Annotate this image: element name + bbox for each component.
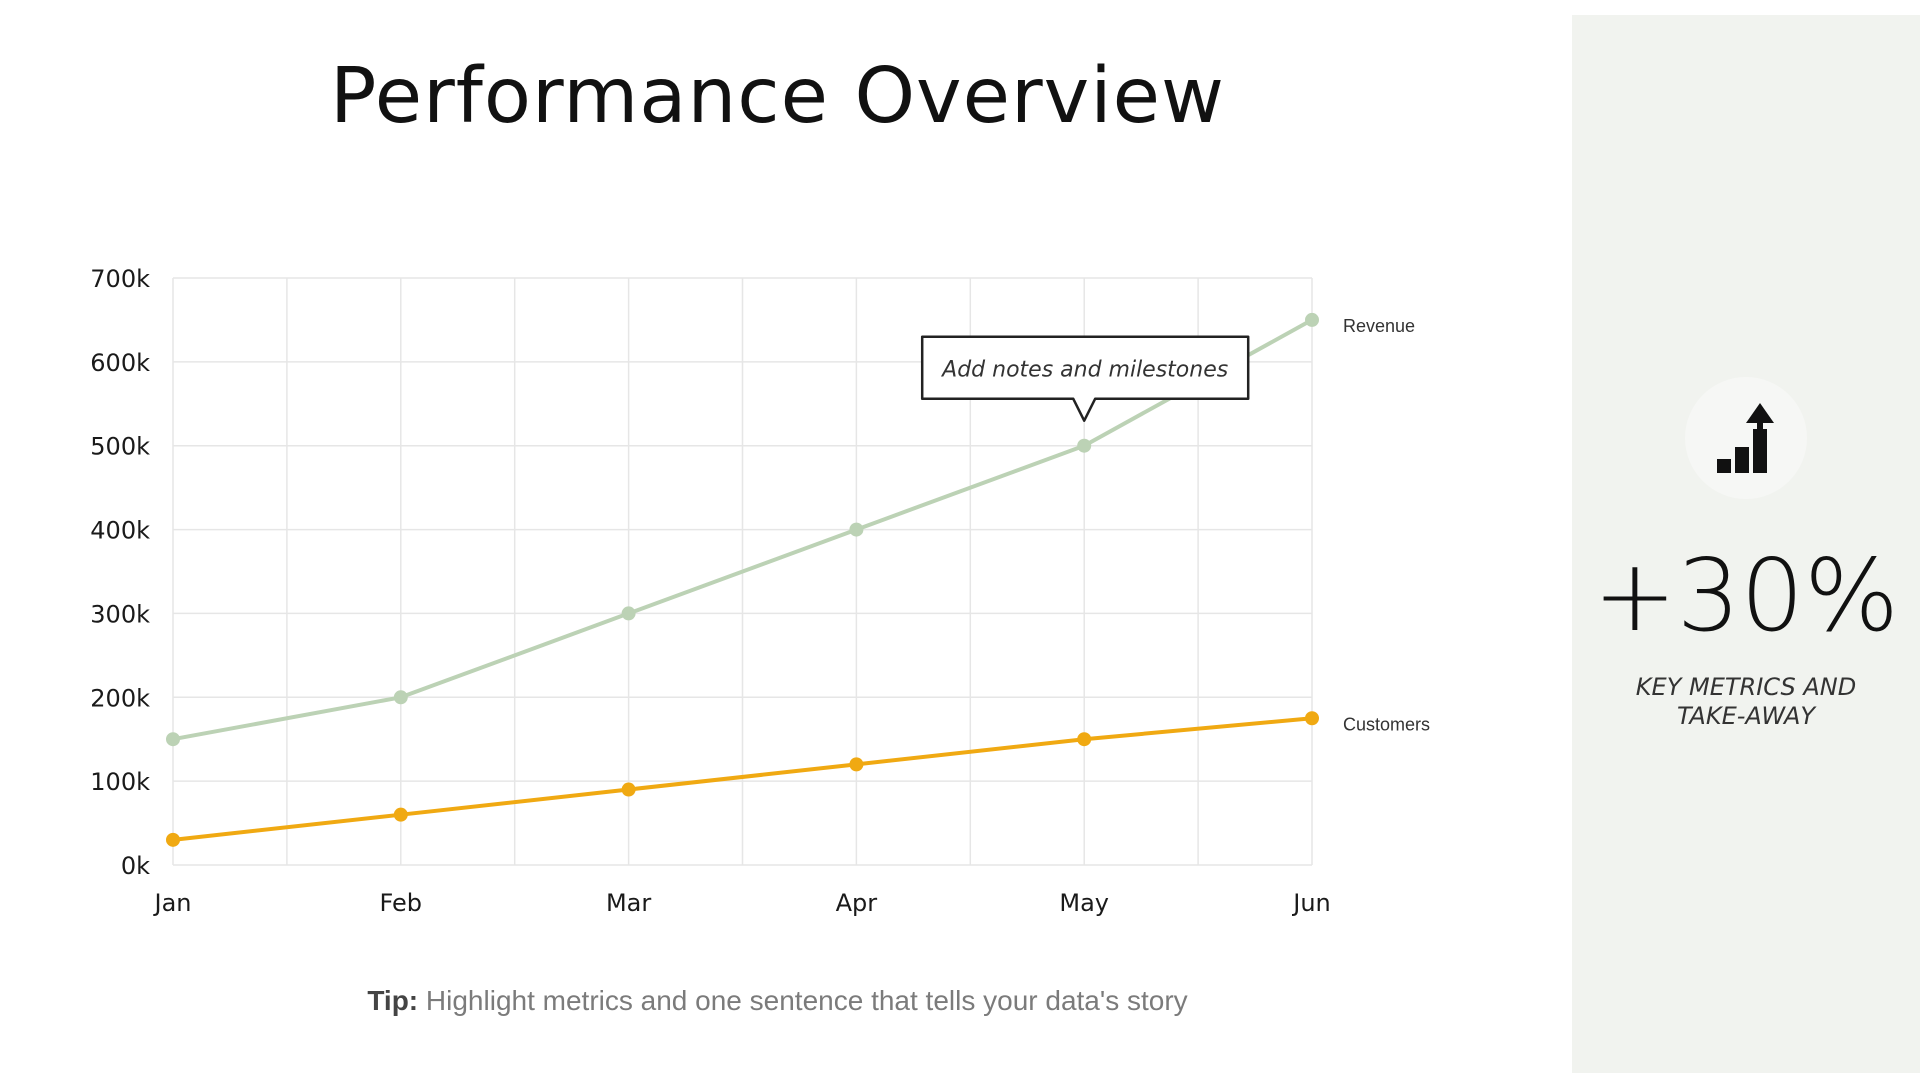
- caption-line-1: KEY METRICS AND: [1635, 673, 1857, 701]
- data-point-revenue: [1305, 312, 1319, 327]
- y-tick-label: 700k: [90, 265, 150, 293]
- data-point-revenue: [621, 606, 636, 621]
- data-point-customers: [393, 807, 408, 822]
- data-point-revenue: [849, 522, 864, 537]
- key-metric-caption: KEY METRICS AND TAKE-AWAY: [1596, 673, 1896, 731]
- data-point-customers: [1305, 711, 1319, 726]
- data-point-revenue: [166, 732, 180, 747]
- x-tick-label: May: [1059, 889, 1109, 917]
- key-metric-value: +30%: [1592, 537, 1900, 654]
- y-tick-label: 300k: [90, 600, 150, 628]
- y-tick-label: 500k: [90, 433, 150, 461]
- y-tick-label: 400k: [90, 517, 150, 545]
- data-point-customers: [1077, 732, 1092, 747]
- data-point-customers: [849, 757, 864, 772]
- key-metric-panel: +30% KEY METRICS AND TAKE-AWAY: [1572, 15, 1920, 1073]
- x-tick-label: Jan: [153, 889, 192, 917]
- x-tick-label: Apr: [836, 889, 878, 917]
- y-tick-label: 600k: [90, 349, 150, 377]
- tip-label: Tip:: [367, 985, 419, 1016]
- line-chart: 0k 100k 200k 300k 400k 500k 600k 700k Jan Feb Mar A…: [90, 265, 1430, 917]
- data-point-customers: [621, 782, 636, 797]
- x-tick-label: Feb: [380, 889, 423, 917]
- series-line-revenue: [171, 317, 1314, 742]
- series-label-customers: Customers: [1343, 714, 1430, 734]
- x-tick-label: Mar: [606, 889, 651, 917]
- annotation-text: Add notes and milestones: [940, 358, 1228, 383]
- y-tick-label: 200k: [90, 684, 150, 712]
- tip-body: Highlight metrics and one sentence that …: [425, 985, 1188, 1016]
- caption-line-2: TAKE-AWAY: [1676, 702, 1816, 730]
- page-title: Performance Overview: [330, 52, 1225, 141]
- tip-text: Tip: Highlight metrics and one sentence …: [0, 985, 1555, 1017]
- series-label-revenue: Revenue: [1343, 316, 1415, 336]
- data-point-revenue: [393, 690, 408, 705]
- data-point-customers: [166, 832, 180, 847]
- y-tick-label: 100k: [90, 768, 150, 796]
- series-line-customers: [171, 716, 1314, 842]
- growth-chart-icon: [1685, 377, 1807, 499]
- y-tick-label: 0k: [121, 852, 150, 880]
- data-point-revenue: [1077, 438, 1092, 453]
- annotation-callout: [920, 335, 1250, 422]
- x-tick-label: Jun: [1291, 889, 1331, 917]
